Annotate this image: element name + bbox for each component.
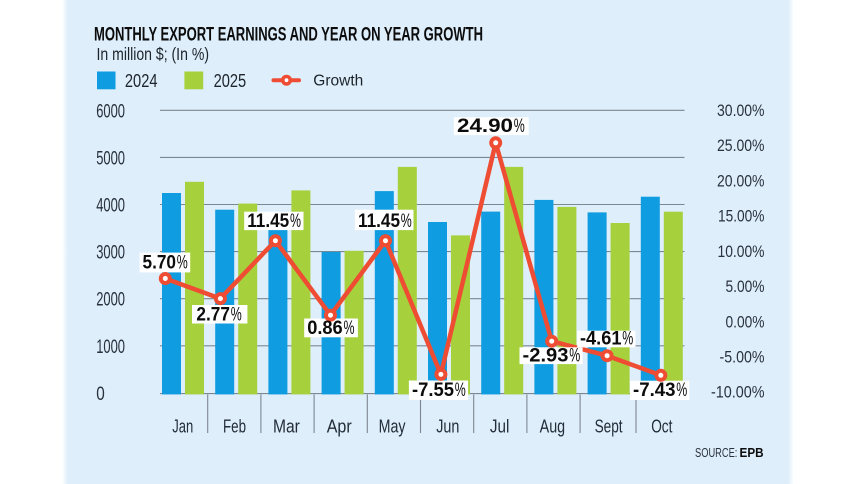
svg-text:EPB: EPB (740, 445, 764, 460)
svg-text:Sept: Sept (595, 416, 623, 437)
svg-text:2024: 2024 (125, 71, 158, 91)
svg-text:%: % (177, 252, 188, 273)
svg-text:In million $; (In %): In million $; (In %) (97, 44, 210, 64)
svg-text:Jun: Jun (436, 416, 459, 437)
svg-text:20.00%: 20.00% (717, 171, 765, 190)
svg-text:10.00%: 10.00% (718, 242, 765, 261)
svg-text:%: % (676, 380, 687, 401)
svg-text:0: 0 (96, 383, 105, 405)
svg-text:Feb: Feb (223, 416, 246, 437)
svg-text:3000: 3000 (96, 242, 125, 264)
svg-text:-5.00%: -5.00% (720, 348, 765, 367)
svg-text:-7.55: -7.55 (412, 380, 454, 401)
svg-text:15.00%: 15.00% (718, 207, 765, 226)
svg-text:4000: 4000 (96, 195, 125, 217)
svg-text:1000: 1000 (96, 336, 125, 358)
svg-text:Jan: Jan (172, 416, 193, 437)
svg-text:%: % (455, 380, 466, 401)
svg-text:Aug: Aug (540, 416, 566, 437)
svg-text:0.00%: 0.00% (726, 312, 765, 331)
svg-text:Oct: Oct (651, 416, 672, 437)
svg-text:SOURCE:: SOURCE: (695, 445, 737, 460)
svg-text:30.00%: 30.00% (717, 101, 765, 120)
svg-text:-7.43: -7.43 (633, 380, 676, 401)
svg-text:%: % (231, 304, 242, 325)
svg-text:-10.00%: -10.00% (711, 383, 765, 402)
svg-text:Apr: Apr (327, 416, 352, 437)
svg-text:%: % (569, 346, 580, 367)
svg-text:%: % (290, 211, 301, 232)
svg-text:%: % (514, 116, 525, 137)
svg-text:Mar: Mar (273, 416, 300, 437)
svg-text:%: % (401, 211, 412, 232)
svg-text:5.00%: 5.00% (726, 277, 765, 296)
svg-text:5.70: 5.70 (143, 252, 177, 273)
svg-text:-4.61: -4.61 (580, 329, 622, 350)
svg-text:MONTHLY EXPORT EARNINGS AND YE: MONTHLY EXPORT EARNINGS AND YEAR ON YEAR… (94, 24, 483, 46)
svg-text:2000: 2000 (96, 289, 125, 311)
svg-text:11.45: 11.45 (247, 211, 289, 232)
svg-text:25.00%: 25.00% (717, 136, 765, 155)
svg-text:2025: 2025 (214, 71, 247, 91)
svg-text:6000: 6000 (96, 100, 125, 122)
svg-text:0.86: 0.86 (307, 318, 343, 339)
svg-text:Jul: Jul (490, 416, 510, 437)
svg-text:5000: 5000 (96, 147, 125, 169)
svg-text:2.77: 2.77 (196, 304, 230, 325)
svg-text:%: % (622, 329, 633, 350)
svg-text:24.90: 24.90 (457, 116, 513, 137)
svg-text:Growth: Growth (313, 73, 363, 90)
svg-text:-2.93: -2.93 (523, 346, 569, 367)
svg-text:11.45: 11.45 (358, 211, 400, 232)
svg-text:%: % (344, 318, 355, 339)
svg-text:May: May (379, 416, 406, 437)
